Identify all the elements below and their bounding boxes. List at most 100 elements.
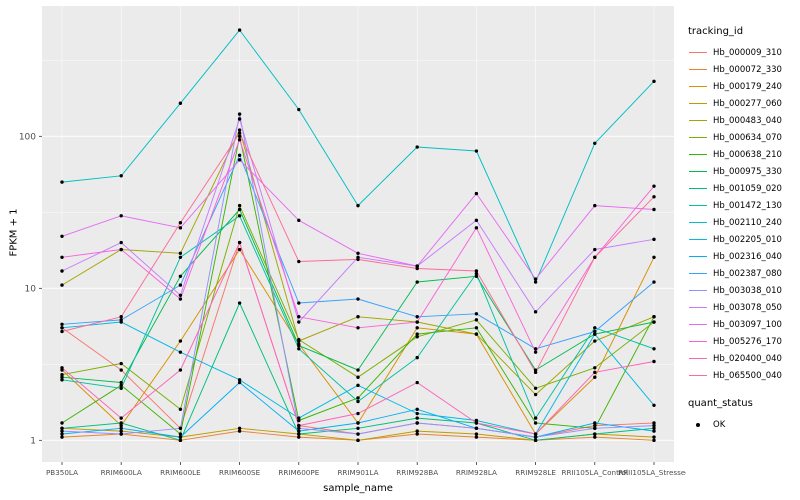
data-point: [474, 318, 479, 322]
data-point: [593, 141, 597, 145]
legend-key-line: [688, 95, 708, 112]
data-point: [652, 359, 656, 364]
legend-item-label: Hb_001059_020: [713, 183, 782, 194]
data-point: [356, 203, 360, 208]
legend-key-line: [688, 367, 708, 384]
data-point: [297, 337, 301, 342]
data-point: [652, 435, 656, 439]
data-point: [178, 438, 183, 443]
data-point: [237, 426, 242, 430]
legend-key-line: [688, 282, 708, 299]
data-point: [415, 315, 419, 319]
data-point: [652, 207, 656, 212]
data-point: [297, 107, 301, 112]
data-point: [415, 416, 419, 420]
data-point: [178, 297, 183, 301]
data-point: [415, 326, 419, 330]
data-point: [652, 195, 656, 199]
data-point: [356, 326, 360, 330]
y-tick-label: 1: [30, 436, 36, 446]
data-point: [119, 423, 123, 428]
data-point: [415, 332, 419, 336]
data-point: [415, 266, 419, 271]
data-point: [474, 418, 479, 423]
data-point: [297, 416, 301, 420]
legend-key-line: [688, 197, 708, 214]
data-point: [237, 429, 242, 433]
data-point: [60, 435, 64, 439]
data-point: [415, 335, 419, 339]
data-point: [178, 255, 183, 259]
data-point: [415, 380, 419, 385]
data-point: [356, 368, 360, 372]
data-point: [652, 280, 656, 284]
data-point: [356, 257, 360, 262]
data-point: [593, 375, 597, 379]
data-point: [60, 421, 64, 425]
legend-key-line: [688, 61, 708, 78]
data-point: [533, 350, 538, 354]
data-point: [415, 429, 419, 433]
data-point: [593, 426, 597, 430]
legend-item-Hb_001472_130: Hb_001472_130: [688, 197, 798, 214]
legend-key-line: [688, 180, 708, 197]
data-point: [60, 373, 64, 377]
data-point: [237, 112, 242, 116]
data-point: [237, 138, 242, 142]
data-point: [593, 432, 597, 436]
data-point: [60, 366, 64, 370]
data-point: [652, 237, 656, 242]
legend-item-Hb_000483_040: Hb_000483_040: [688, 112, 798, 129]
data-point: [119, 214, 123, 218]
legend-item-Hb_002387_080: Hb_002387_080: [688, 265, 798, 282]
data-point: [533, 280, 538, 284]
data-point: [297, 432, 301, 436]
data-point: [178, 350, 183, 354]
data-point: [593, 255, 597, 259]
legend-key-line: [688, 248, 708, 265]
legend-item-label: Hb_003078_050: [713, 302, 782, 313]
data-point: [533, 386, 538, 390]
data-point: [593, 339, 597, 343]
data-point: [356, 383, 360, 388]
legend-item-Hb_000277_060: Hb_000277_060: [688, 95, 798, 112]
data-point: [593, 423, 597, 428]
data-point: [178, 339, 183, 343]
legend-item-Hb_000975_330: Hb_000975_330: [688, 163, 798, 180]
legend-item-Hb_002316_040: Hb_002316_040: [688, 248, 798, 265]
data-point: [533, 310, 538, 314]
x-tick-label: RRII105LA_Control: [561, 468, 628, 477]
legend-key-line: [688, 146, 708, 163]
data-point: [297, 418, 301, 423]
legend-item-label: Hb_002316_040: [713, 251, 782, 262]
data-point: [297, 315, 301, 319]
data-point: [652, 320, 656, 324]
data-point: [415, 145, 419, 149]
legend-key-line: [688, 78, 708, 95]
data-point: [178, 221, 183, 225]
legend-item-label: Hb_002110_240: [713, 217, 782, 228]
data-point: [652, 403, 656, 407]
x-tick-label: RRII105LA_Stressed: [618, 468, 686, 477]
legend-title-quant-status: quant_status: [688, 398, 753, 409]
y-axis-title: FPKM + 1: [8, 208, 20, 257]
data-point: [474, 332, 479, 336]
legend-item-Hb_003078_050: Hb_003078_050: [688, 299, 798, 316]
data-point: [237, 134, 242, 139]
legend-item-Hb_000072_330: Hb_000072_330: [688, 61, 798, 78]
data-point: [237, 153, 242, 158]
data-point: [60, 378, 64, 382]
data-point: [119, 416, 123, 420]
legend-item-Hb_000634_070: Hb_000634_070: [688, 129, 798, 146]
legend-key-line: [688, 350, 708, 367]
data-point: [474, 421, 479, 425]
data-point: [652, 347, 656, 351]
data-point: [474, 326, 479, 330]
data-point: [297, 259, 301, 264]
data-point: [237, 158, 242, 162]
data-point: [533, 416, 538, 420]
data-point: [356, 297, 360, 301]
legend-key-line: [688, 265, 708, 282]
legend-item-label: Hb_002205_010: [713, 234, 782, 245]
data-point: [652, 429, 656, 433]
